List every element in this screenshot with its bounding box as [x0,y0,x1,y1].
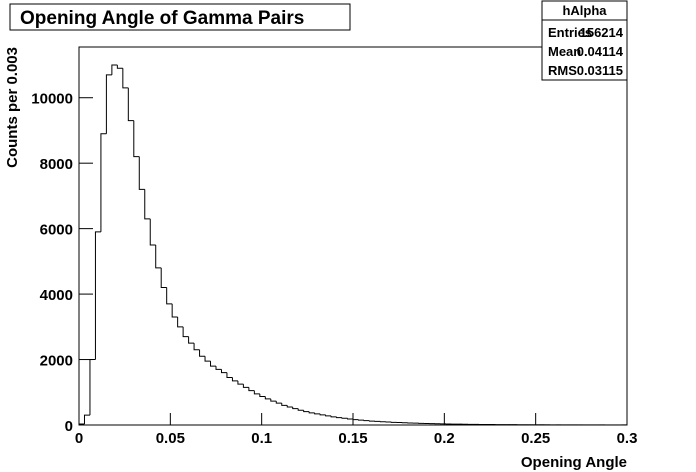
histogram-bin [111,64,118,75]
histogram-bin [220,369,227,374]
histogram-bin [133,120,140,158]
histogram-bin [138,156,145,190]
histogram-bin [94,231,101,360]
histogram-bin [231,377,238,382]
histogram-bin [127,87,134,122]
histogram-bin [105,74,112,134]
y-tick-label: 4000 [40,287,73,304]
stats-value: 0.04114 [577,44,624,59]
histogram-bin [237,380,244,385]
x-tick-label: 0.15 [338,430,367,447]
histogram-bin [177,317,184,328]
histogram-bin [297,408,304,411]
histogram-bin [341,417,348,419]
stats-label: RMS [548,63,577,78]
chart-title: Opening Angle of Gamma Pairs [20,8,304,29]
x-tick-label: 0.25 [521,430,550,447]
histogram-bin [155,245,162,269]
histogram-bin [264,396,271,400]
y-tick-label: 6000 [40,222,73,239]
y-axis-label: Counts per 0.003 [4,47,21,168]
stats-value: 156214 [580,25,624,40]
histogram-bin [226,372,233,379]
histogram-bin [253,390,260,395]
histogram-bin [336,416,343,419]
histogram-bin [330,415,337,418]
x-tick-label: 0.2 [434,430,455,447]
x-axis-label: Opening Angle [521,454,627,471]
histogram-bin [149,218,156,246]
histogram-bin [100,133,107,232]
histogram-bin [286,405,293,408]
histogram-bin [83,414,90,425]
stats-box [541,0,628,81]
histogram-bin [319,413,326,416]
histogram-bin [352,418,359,421]
title-box [9,3,351,31]
stats-value: 0.03115 [577,63,623,78]
histogram-bin [182,326,189,338]
histogram-bin [122,68,129,89]
x-tick-label: 0 [75,430,83,447]
histogram-bin [188,336,195,344]
histogram-bin [347,418,353,420]
histogram-bin [281,403,288,406]
histogram-bin [78,423,85,425]
histogram-bin [160,267,167,289]
x-tick-label: 0.05 [156,430,185,447]
y-tick-label: 2000 [40,353,73,370]
histogram-bin [259,393,266,398]
histogram-bin [215,366,222,370]
y-tick-label: 0 [65,418,73,435]
histogram-bin [292,407,299,410]
x-tick-label: 0.1 [251,430,272,447]
histogram-bin [193,343,200,351]
y-tick-label: 10000 [31,91,73,108]
x-tick-label: 0.3 [617,430,638,447]
histogram-bin [210,361,216,367]
histogram-bin [89,359,96,416]
histogram-bin [270,398,277,402]
histogram-bin [248,387,255,392]
stats-label: Mean [548,44,581,59]
histogram-bin [303,410,310,413]
histogram-bin [275,401,282,404]
histogram-bin [314,412,321,415]
histogram-bin [166,287,173,305]
histogram-bin [116,65,123,69]
histogram-bin [204,356,211,362]
histogram-bin [325,414,332,417]
stats-name: hAlpha [562,3,607,18]
histogram-bin [171,303,178,318]
histogram-bin [308,411,315,414]
stats-label: Entries [548,25,592,40]
histogram-bin [242,384,249,388]
y-tick-label: 8000 [40,156,73,173]
histogram-bin [144,189,151,220]
histogram-bin [199,349,206,357]
